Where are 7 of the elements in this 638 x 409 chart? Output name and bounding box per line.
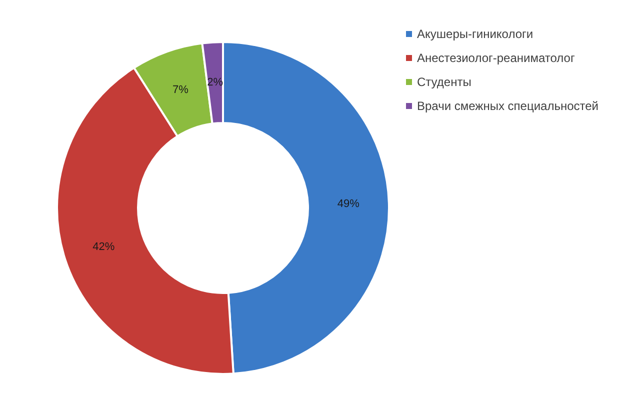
- legend-label: Студенты: [417, 75, 472, 89]
- legend-label: Врачи смежных специальностей: [417, 99, 598, 113]
- data-label: 42%: [92, 240, 115, 253]
- data-label: 7%: [172, 84, 189, 96]
- legend-label: Анестезиолог-реаниматолог: [417, 51, 575, 65]
- legend-label: Акушеры-гиникологи: [417, 27, 534, 41]
- data-label: 49%: [337, 198, 360, 210]
